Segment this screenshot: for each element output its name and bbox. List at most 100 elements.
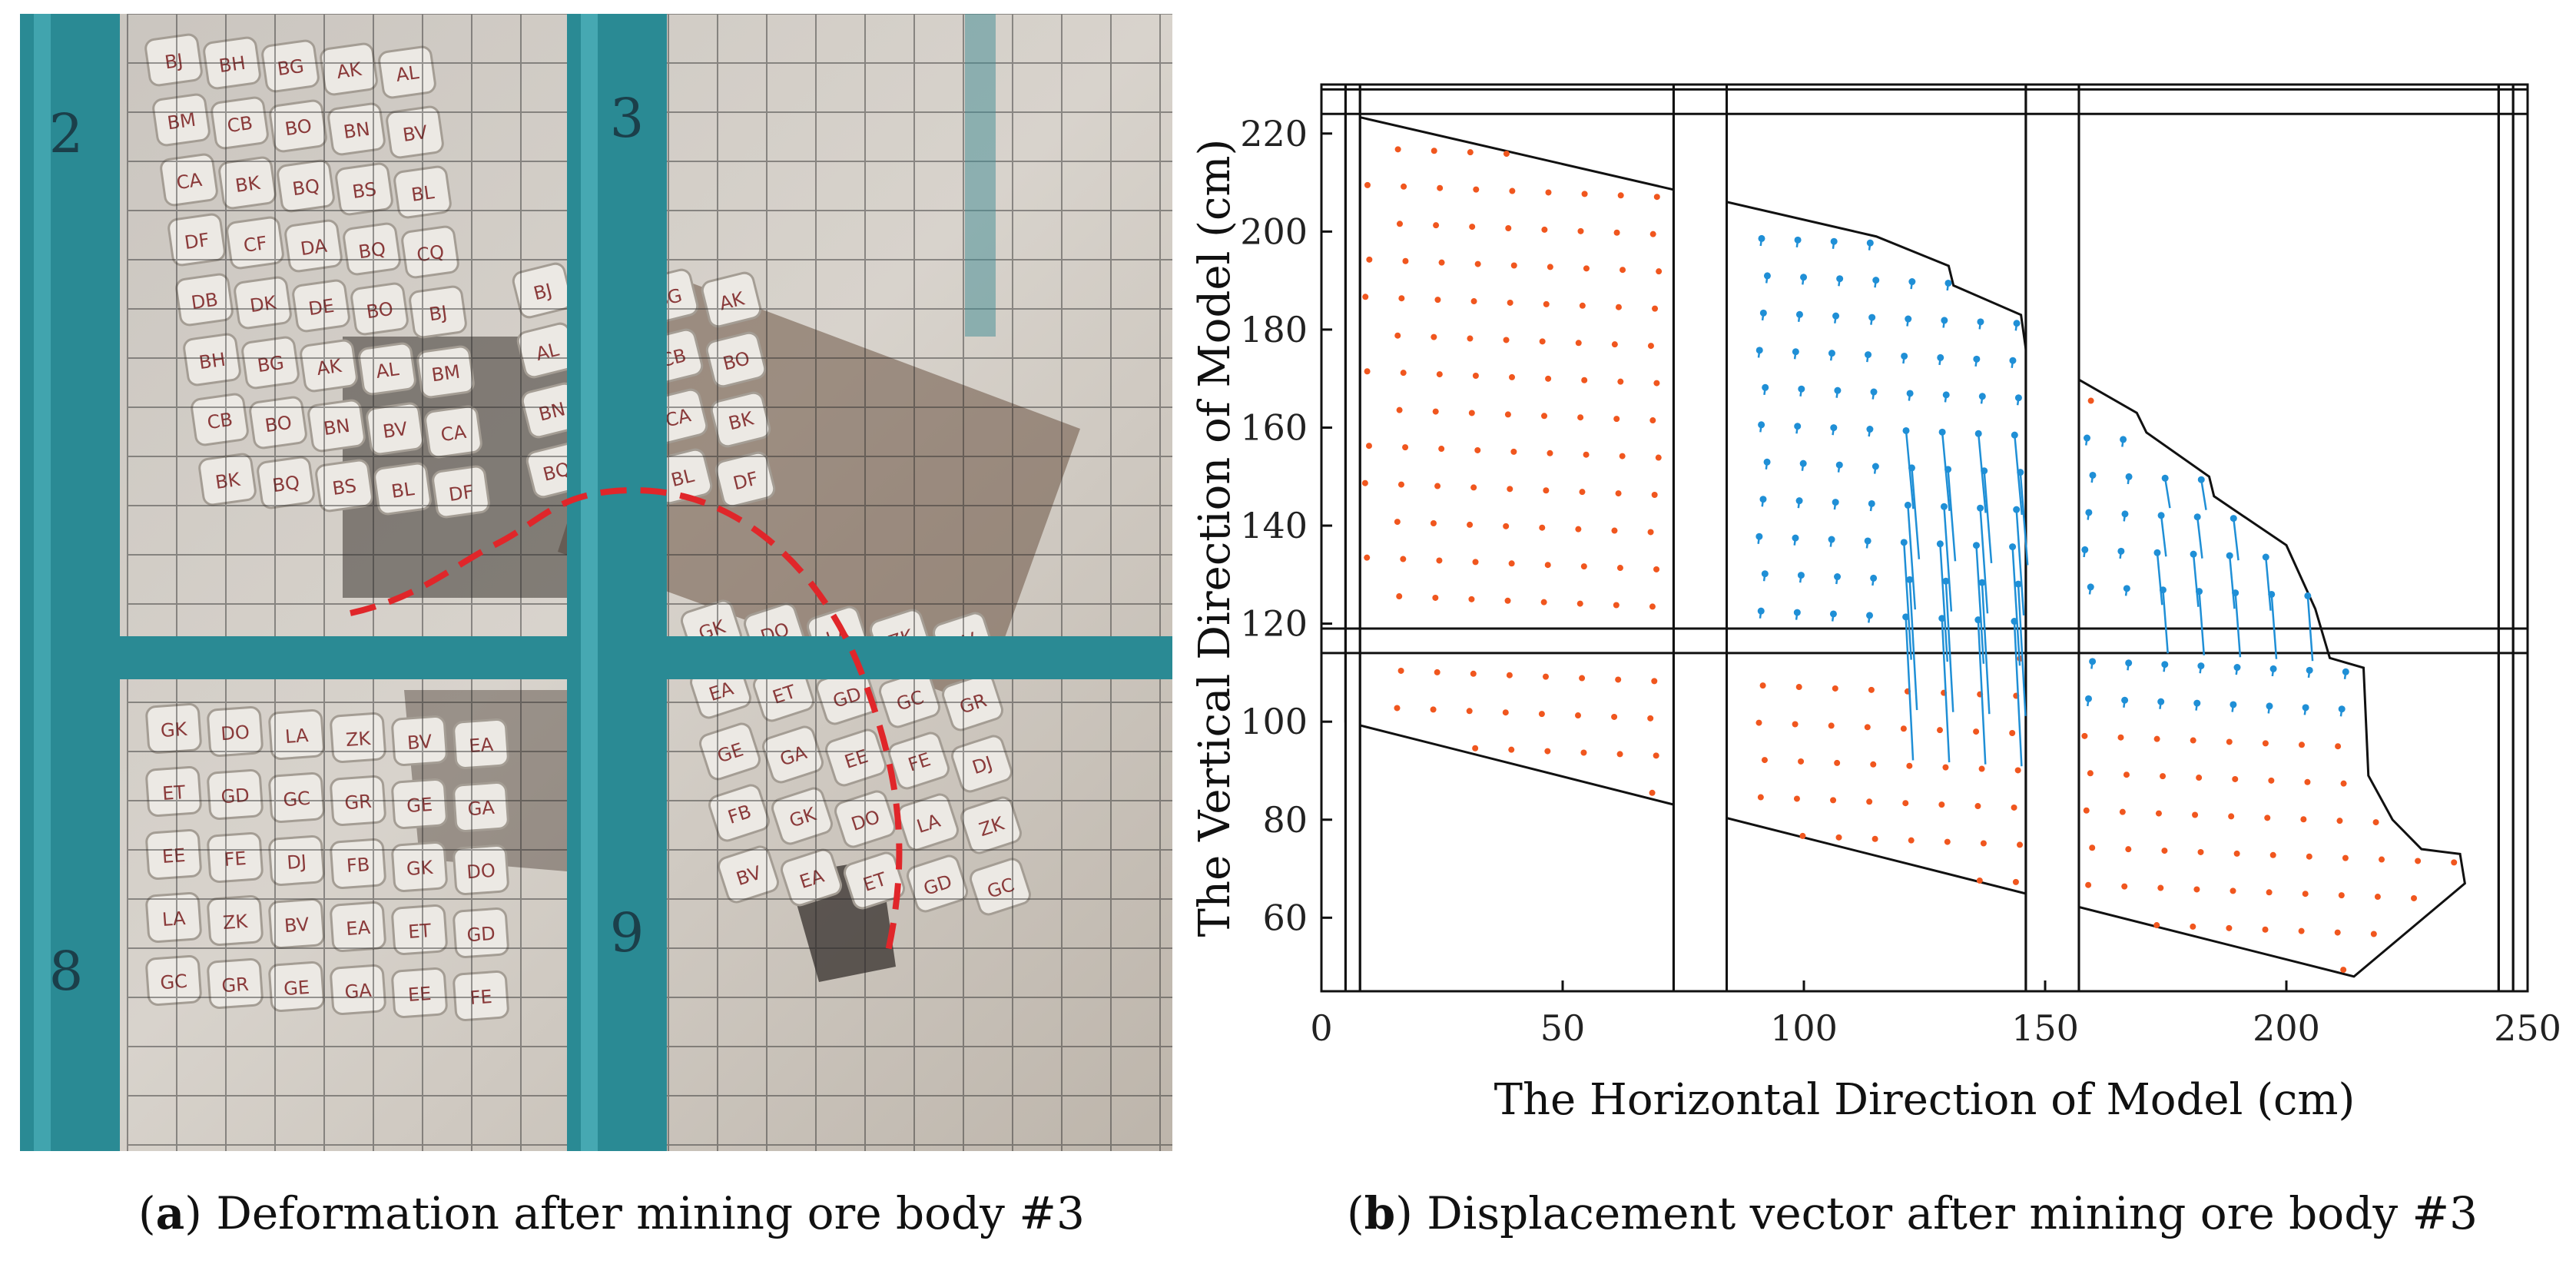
- rock-block: FB: [330, 838, 386, 889]
- x-tick-label: 150: [2011, 1007, 2079, 1049]
- measurement-point: [1832, 685, 1838, 692]
- vector-origin-point: [1936, 540, 1944, 548]
- rock-block: BQ: [257, 456, 315, 509]
- displacement-vector: [1983, 470, 1993, 563]
- measurement-point: [1509, 187, 1516, 194]
- measurement-point: [2340, 780, 2347, 787]
- vector-origin-point: [1864, 537, 1871, 545]
- rock-block: BV: [366, 402, 424, 456]
- displacement-vector: [2015, 509, 2025, 616]
- rock-block-face: [207, 706, 264, 757]
- measurement-point: [1908, 837, 1915, 844]
- rock-block-label: BV: [401, 121, 429, 146]
- caption-panel-b: (b) Displacement vector after mining ore…: [1347, 1187, 2478, 1239]
- displacement-vector: [1905, 616, 1915, 761]
- measurement-point: [1575, 526, 1582, 533]
- measurement-point: [2269, 851, 2276, 858]
- rock-block-label: GA: [467, 797, 496, 820]
- frame-number-label: 3: [610, 87, 645, 150]
- frame-number-label: 8: [49, 940, 84, 1003]
- vector-origin-point: [1901, 352, 1908, 360]
- measurement-point: [1613, 602, 1620, 609]
- measurement-point: [1468, 596, 1475, 602]
- rock-block-label: BK: [234, 172, 262, 197]
- measurement-point: [1656, 268, 1663, 275]
- vector-origin-point: [2120, 436, 2127, 443]
- measurement-point: [1467, 335, 1474, 342]
- measurement-point: [1396, 406, 1403, 413]
- rock-block: BL: [393, 165, 452, 219]
- measurement-point: [2192, 811, 2199, 818]
- rock-block-label: BG: [256, 352, 285, 377]
- vector-origin-point: [1832, 312, 1840, 320]
- measurement-point: [1366, 256, 1373, 263]
- measurement-point: [1617, 192, 1624, 199]
- measurement-point: [1503, 523, 1510, 529]
- vector-origin-point: [1872, 277, 1880, 284]
- rock-block-face: [391, 841, 448, 892]
- displacement-vector: [2017, 584, 2027, 716]
- rock-block-face: [292, 279, 350, 333]
- frame-number-label: 2: [49, 102, 84, 165]
- rock-block-face: [145, 703, 202, 754]
- vector-origin-point: [1835, 461, 1843, 469]
- rock-block-label: BN: [342, 118, 371, 144]
- rock-block: DF: [714, 451, 776, 508]
- rock-block-face: [714, 451, 776, 508]
- rock-block-face: [378, 45, 436, 99]
- y-tick-label: 200: [1240, 211, 1308, 252]
- measurement-point: [1647, 715, 1654, 722]
- caption-b-text: Displacement vector after mining ore bod…: [1427, 1187, 2478, 1239]
- measurement-point: [1509, 373, 1516, 380]
- rock-block: BV: [268, 898, 325, 949]
- measurement-point: [2197, 848, 2204, 855]
- measurement-point: [1543, 487, 1550, 494]
- measurement-point: [2121, 883, 2128, 890]
- measurement-point: [2233, 850, 2240, 857]
- rock-block-face: [951, 735, 1013, 793]
- measurement-point: [1433, 222, 1440, 229]
- measurement-point: [1759, 682, 1766, 689]
- measurement-point: [1472, 559, 1479, 566]
- rock-block: GE: [699, 722, 761, 781]
- rock-block: BV: [386, 105, 444, 159]
- rock-block-label: BM: [430, 361, 462, 387]
- rock-block-face: [416, 345, 475, 399]
- rock-block: FE: [888, 732, 950, 790]
- measurement-point: [1361, 479, 1368, 486]
- vector-origin-point: [2089, 658, 2097, 665]
- rock-block-label: ZK: [222, 911, 249, 934]
- measurement-point: [2196, 775, 2203, 781]
- measurement-point: [2264, 815, 2271, 821]
- measurement-point: [1438, 259, 1445, 266]
- deformation-boundary-curve: [350, 486, 903, 952]
- rock-block-face: [277, 159, 335, 213]
- rock-block-face: [350, 282, 409, 336]
- rock-block-label: GE: [283, 977, 310, 1000]
- measurement-point: [1615, 304, 1622, 310]
- measurement-point: [1620, 267, 1626, 274]
- vector-origin-point: [1759, 496, 1767, 503]
- measurement-point: [2335, 743, 2342, 750]
- measurement-point: [1647, 343, 1654, 350]
- displacement-vector: [2233, 518, 2239, 561]
- measurement-point: [1543, 300, 1550, 307]
- rock-block-face: [198, 453, 257, 506]
- measurement-point: [2190, 923, 2196, 930]
- rock-block-label: FE: [224, 848, 247, 871]
- measurement-point: [2190, 737, 2196, 744]
- vector-origin-point: [1794, 236, 1802, 244]
- rock-block-face: [300, 339, 358, 393]
- rock-block: FE: [453, 970, 509, 1021]
- vector-origin-point: [2161, 661, 2169, 669]
- rock-block-face: [257, 456, 315, 509]
- displacement-vector: [2162, 589, 2169, 654]
- caption-b-letter: b: [1364, 1187, 1396, 1239]
- rock-block-label: GE: [406, 794, 433, 817]
- rock-block-label: GC: [283, 788, 311, 811]
- caption-a-text: Deformation after mining ore body #3: [216, 1187, 1085, 1239]
- measurement-point: [1396, 593, 1403, 600]
- measurement-point: [1828, 722, 1835, 729]
- displacement-vector: [1979, 508, 1989, 614]
- measurement-point: [1538, 711, 1545, 718]
